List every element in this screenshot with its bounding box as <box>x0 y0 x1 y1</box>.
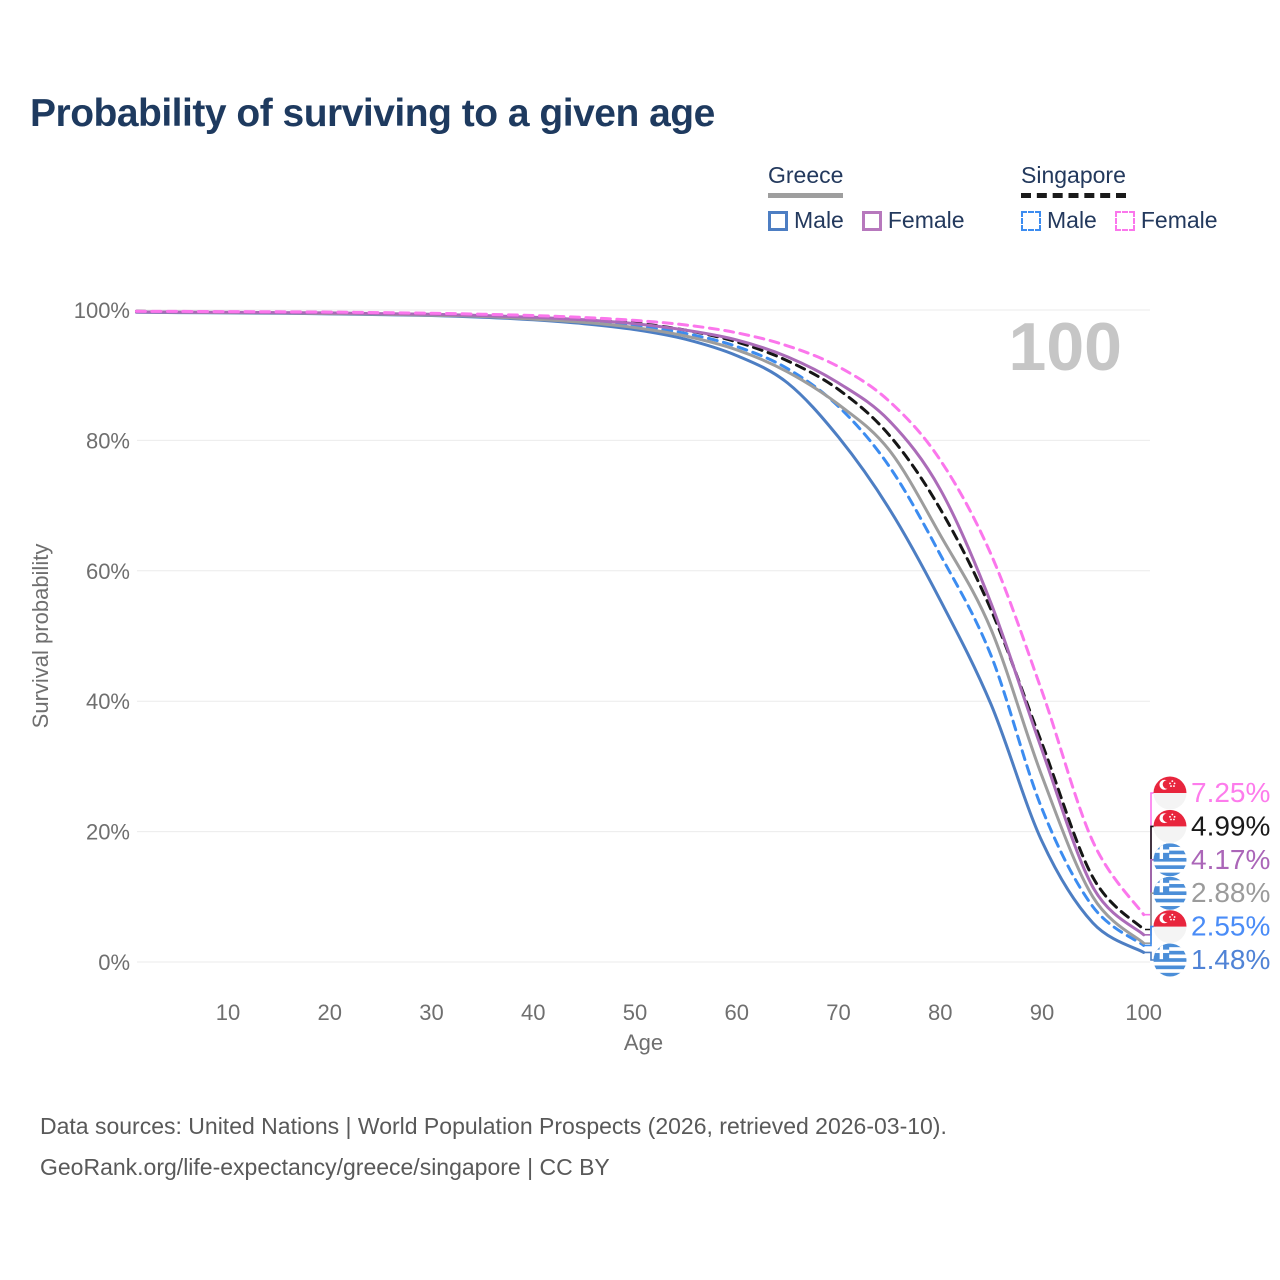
footer-sources: Data sources: United Nations | World Pop… <box>40 1113 947 1139</box>
end-value-label: 1.48% <box>1191 944 1270 975</box>
legend-group-singapore: Singapore Male Female <box>1021 162 1236 234</box>
series-line-greece-female[interactable] <box>134 310 1146 937</box>
x-tick-label: 80 <box>928 1000 952 1025</box>
x-tick-label: 100 <box>1125 1000 1162 1025</box>
y-axis-title: Survival probability <box>28 544 53 729</box>
flag-icon-greece <box>1153 843 1187 877</box>
y-tick-label: 100% <box>74 298 130 323</box>
series-line-greece-both[interactable] <box>134 310 1146 945</box>
x-tick-label: 40 <box>521 1000 545 1025</box>
legend-group-greece: Greece Male Female <box>768 162 983 234</box>
singapore-male-label[interactable]: Male <box>1047 207 1097 233</box>
x-tick-label: 10 <box>216 1000 240 1025</box>
y-tick-label: 80% <box>86 428 130 453</box>
x-tick-label: 60 <box>724 1000 748 1025</box>
greece-female-swatch[interactable] <box>861 210 882 231</box>
series-line-singapore-male[interactable] <box>134 310 1146 947</box>
legend-greece-label[interactable]: Greece <box>768 162 844 198</box>
flag-icon-greece <box>1153 876 1187 910</box>
y-tick-label: 60% <box>86 559 130 584</box>
x-axis-title: Age <box>624 1030 663 1055</box>
footer: Data sources: United Nations | World Pop… <box>40 1106 947 1188</box>
singapore-male-swatch[interactable] <box>1021 210 1041 231</box>
singapore-female-swatch[interactable] <box>1114 210 1135 231</box>
page-title: Probability of surviving to a given age <box>30 92 715 135</box>
y-tick-label: 0% <box>98 950 130 975</box>
end-value-label: 2.55% <box>1191 911 1270 942</box>
end-value-label: 4.99% <box>1191 810 1270 841</box>
legend-singapore-label[interactable]: Singapore <box>1021 162 1126 198</box>
greece-male-label[interactable]: Male <box>794 207 844 233</box>
end-value-label: 7.25% <box>1191 777 1270 808</box>
x-tick-label: 70 <box>826 1000 850 1025</box>
flag-icon-singapore <box>1153 776 1187 810</box>
end-value-label: 2.88% <box>1191 877 1270 908</box>
flag-icon-greece <box>1153 943 1187 977</box>
end-value-label: 4.17% <box>1191 844 1270 875</box>
flag-icon-singapore <box>1153 910 1187 944</box>
greece-male-swatch[interactable] <box>768 210 788 231</box>
singapore-female-label[interactable]: Female <box>1140 207 1218 233</box>
x-tick-label: 50 <box>623 1000 647 1025</box>
x-tick-label: 20 <box>318 1000 342 1025</box>
y-tick-label: 20% <box>86 820 130 845</box>
series-line-singapore-both[interactable] <box>134 309 1146 931</box>
x-tick-label: 30 <box>419 1000 443 1025</box>
footer-link[interactable]: GeoRank.org/life-expectancy/greece/singa… <box>40 1154 610 1180</box>
age-watermark: 100 <box>1009 309 1122 385</box>
flag-icon-singapore <box>1153 809 1187 843</box>
greece-female-label[interactable]: Female <box>887 207 965 233</box>
y-tick-label: 40% <box>86 689 130 714</box>
x-tick-label: 90 <box>1030 1000 1054 1025</box>
series-line-singapore-female[interactable] <box>134 309 1146 917</box>
